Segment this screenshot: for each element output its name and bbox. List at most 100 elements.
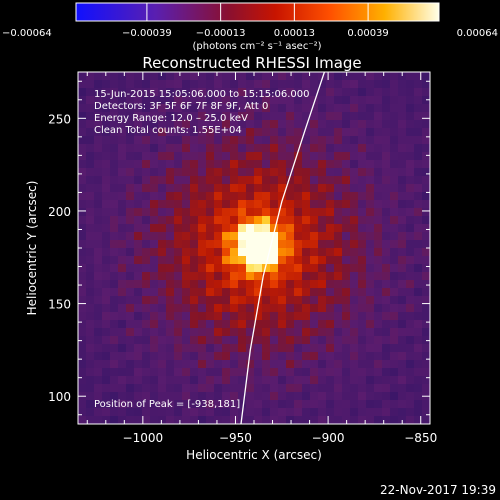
heatmap-cell [150, 328, 159, 337]
heatmap-cell [158, 72, 167, 81]
heatmap-cell [206, 168, 215, 177]
heatmap-cell [270, 256, 279, 265]
heatmap-cell [286, 104, 295, 113]
heatmap-cell [102, 120, 111, 129]
heatmap-cell [118, 200, 127, 209]
heatmap-cell [334, 400, 343, 409]
heatmap-cell [350, 176, 359, 185]
heatmap-cell [286, 112, 295, 121]
heatmap-cell [318, 136, 327, 145]
heatmap-cell [134, 240, 143, 249]
heatmap-cell [174, 416, 183, 424]
heatmap-cell [278, 272, 287, 281]
heatmap-cell [318, 392, 327, 401]
heatmap-cell [414, 352, 423, 361]
heatmap-cell [158, 88, 167, 97]
heatmap-cell [198, 200, 207, 209]
heatmap-cell [398, 304, 407, 313]
heatmap-cell [270, 400, 279, 409]
heatmap-cell [166, 160, 175, 169]
heatmap-cell [78, 280, 87, 289]
heatmap-cell [334, 344, 343, 353]
x-tick-label: −1000 [123, 431, 164, 445]
heatmap-cell [78, 408, 87, 417]
heatmap-cell [102, 408, 111, 417]
heatmap-cell [342, 232, 351, 241]
heatmap-cell [422, 216, 430, 225]
heatmap-cell [334, 248, 343, 257]
heatmap-cell [382, 184, 391, 193]
heatmap-cell [230, 184, 239, 193]
heatmap-cell [206, 408, 215, 417]
heatmap-cell [382, 160, 391, 169]
heatmap-cell [238, 304, 247, 313]
heatmap-cell [206, 72, 215, 81]
heatmap-cell [174, 192, 183, 201]
heatmap-cell [302, 152, 311, 161]
heatmap-cell [238, 248, 247, 257]
heatmap-cell [134, 288, 143, 297]
heatmap-cell [350, 72, 359, 81]
heatmap-cell [198, 320, 207, 329]
heatmap-cell [278, 384, 287, 393]
heatmap-cell [222, 240, 231, 249]
heatmap-cell [94, 328, 103, 337]
heatmap-cell [302, 160, 311, 169]
heatmap-cell [382, 368, 391, 377]
heatmap-cell [278, 296, 287, 305]
heatmap-cell [126, 328, 135, 337]
heatmap-cell [214, 408, 223, 417]
heatmap-cell [286, 216, 295, 225]
heatmap-cell [246, 408, 255, 417]
heatmap-cell [406, 288, 415, 297]
heatmap-cell [102, 352, 111, 361]
heatmap-cell [334, 408, 343, 417]
heatmap-cell [150, 312, 159, 321]
heatmap-cell [174, 304, 183, 313]
heatmap-cell [318, 168, 327, 177]
heatmap-cell [158, 328, 167, 337]
heatmap-cell [142, 392, 151, 401]
heatmap-cell [390, 296, 399, 305]
heatmap-cell [94, 184, 103, 193]
heatmap-cell [374, 128, 383, 137]
heatmap-cell [350, 120, 359, 129]
heatmap-cell [94, 104, 103, 113]
heatmap-cell [214, 200, 223, 209]
heatmap-cell [366, 152, 375, 161]
heatmap-cell [110, 352, 119, 361]
heatmap-cell [142, 272, 151, 281]
heatmap-cell [334, 392, 343, 401]
heatmap-cell [262, 304, 271, 313]
heatmap-cell [142, 368, 151, 377]
heatmap-cell [230, 232, 239, 241]
heatmap-cell [230, 200, 239, 209]
heatmap-cell [222, 128, 231, 137]
heatmap-cell [366, 216, 375, 225]
heatmap-cell [374, 104, 383, 113]
heatmap-cell [342, 344, 351, 353]
heatmap-cell [174, 344, 183, 353]
heatmap-cell [238, 400, 247, 409]
heatmap-cell [158, 216, 167, 225]
heatmap-cell [126, 224, 135, 233]
heatmap-cell [190, 200, 199, 209]
heatmap-cell [358, 152, 367, 161]
heatmap-cell [94, 256, 103, 265]
heatmap-cell [190, 176, 199, 185]
heatmap-cell [150, 96, 159, 105]
heatmap-cell [390, 264, 399, 273]
heatmap-cell [302, 232, 311, 241]
heatmap-cell [326, 160, 335, 169]
heatmap-cell [190, 224, 199, 233]
heatmap-cell [278, 392, 287, 401]
heatmap-cell [374, 184, 383, 193]
heatmap-cell [334, 240, 343, 249]
heatmap-cell [198, 80, 207, 89]
heatmap-cell [182, 104, 191, 113]
heatmap-cell [270, 344, 279, 353]
heatmap-cell [382, 304, 391, 313]
heatmap-cell [86, 368, 95, 377]
heatmap-cell [78, 328, 87, 337]
